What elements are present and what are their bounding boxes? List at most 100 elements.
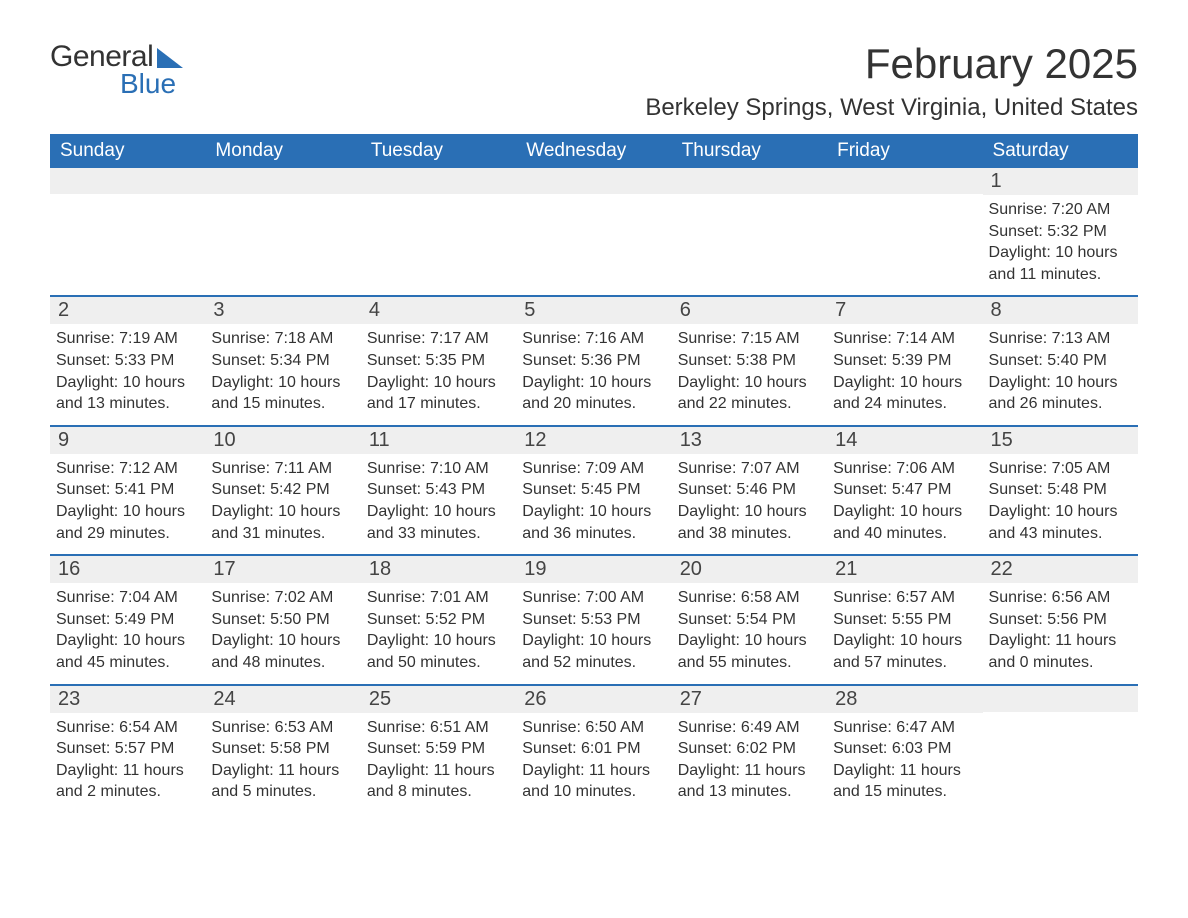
day-number: 1 [983, 168, 1138, 195]
cell-body: Sunrise: 7:18 AMSunset: 5:34 PMDaylight:… [205, 324, 360, 424]
day-header: Saturday [983, 134, 1138, 168]
cell-body [983, 712, 1138, 726]
calendar-cell: 21Sunrise: 6:57 AMSunset: 5:55 PMDayligh… [827, 556, 982, 683]
cell-body: Sunrise: 7:01 AMSunset: 5:52 PMDaylight:… [361, 583, 516, 683]
sunset-line: Sunset: 5:56 PM [989, 609, 1132, 631]
daylight-line: Daylight: 10 hours and 57 minutes. [833, 630, 976, 673]
day-number: 12 [516, 427, 671, 454]
sunrise-line: Sunrise: 7:05 AM [989, 458, 1132, 480]
daylight-line: Daylight: 10 hours and 24 minutes. [833, 372, 976, 415]
day-number: 3 [205, 297, 360, 324]
daylight-line: Daylight: 11 hours and 15 minutes. [833, 760, 976, 803]
day-header: Friday [827, 134, 982, 168]
sunset-line: Sunset: 6:02 PM [678, 738, 821, 760]
sunrise-line: Sunrise: 7:04 AM [56, 587, 199, 609]
calendar-cell [516, 168, 671, 295]
sunset-line: Sunset: 5:47 PM [833, 479, 976, 501]
day-number: 13 [672, 427, 827, 454]
cell-body: Sunrise: 7:04 AMSunset: 5:49 PMDaylight:… [50, 583, 205, 683]
cell-body: Sunrise: 7:05 AMSunset: 5:48 PMDaylight:… [983, 454, 1138, 554]
cell-body: Sunrise: 6:54 AMSunset: 5:57 PMDaylight:… [50, 713, 205, 813]
sunset-line: Sunset: 5:32 PM [989, 221, 1132, 243]
sunset-line: Sunset: 5:49 PM [56, 609, 199, 631]
calendar-cell: 6 Sunrise: 7:15 AMSunset: 5:38 PMDaylight… [672, 297, 827, 424]
day-number: 22 [983, 556, 1138, 583]
week-row: 23Sunrise: 6:54 AMSunset: 5:57 PMDayligh… [50, 684, 1138, 813]
calendar-cell: 16Sunrise: 7:04 AMSunset: 5:49 PMDayligh… [50, 556, 205, 683]
daylight-line: Daylight: 10 hours and 33 minutes. [367, 501, 510, 544]
calendar-cell: 9Sunrise: 7:12 AMSunset: 5:41 PMDaylight… [50, 427, 205, 554]
sunrise-line: Sunrise: 6:50 AM [522, 717, 665, 739]
calendar-cell: 3Sunrise: 7:18 AMSunset: 5:34 PMDaylight… [205, 297, 360, 424]
daylight-line: Daylight: 11 hours and 0 minutes. [989, 630, 1132, 673]
day-number: 14 [827, 427, 982, 454]
sunset-line: Sunset: 5:53 PM [522, 609, 665, 631]
day-number: 17 [205, 556, 360, 583]
calendar-cell: 26Sunrise: 6:50 AMSunset: 6:01 PMDayligh… [516, 686, 671, 813]
daylight-line: Daylight: 10 hours and 31 minutes. [211, 501, 354, 544]
day-number: 11 [361, 427, 516, 454]
calendar-cell: 8Sunrise: 7:13 AMSunset: 5:40 PMDaylight… [983, 297, 1138, 424]
day-number: 6 [672, 297, 827, 324]
daylight-line: Daylight: 11 hours and 2 minutes. [56, 760, 199, 803]
day-number: 4 [361, 297, 516, 324]
cell-body: Sunrise: 6:47 AMSunset: 6:03 PMDaylight:… [827, 713, 982, 813]
daylight-line: Daylight: 10 hours and 48 minutes. [211, 630, 354, 673]
cell-body: Sunrise: 7:13 AMSunset: 5:40 PMDaylight:… [983, 324, 1138, 424]
calendar-cell [205, 168, 360, 295]
daylight-line: Daylight: 11 hours and 8 minutes. [367, 760, 510, 803]
sunrise-line: Sunrise: 7:20 AM [989, 199, 1132, 221]
day-number [672, 168, 827, 194]
sunset-line: Sunset: 5:59 PM [367, 738, 510, 760]
week-row: 9Sunrise: 7:12 AMSunset: 5:41 PMDaylight… [50, 425, 1138, 554]
cell-body: Sunrise: 7:09 AMSunset: 5:45 PMDaylight:… [516, 454, 671, 554]
sunset-line: Sunset: 6:01 PM [522, 738, 665, 760]
calendar-cell: 11Sunrise: 7:10 AMSunset: 5:43 PMDayligh… [361, 427, 516, 554]
cell-body: Sunrise: 6:51 AMSunset: 5:59 PMDaylight:… [361, 713, 516, 813]
calendar-cell: 1 Sunrise: 7:20 AMSunset: 5:32 PMDaylight… [983, 168, 1138, 295]
cell-body: Sunrise: 7:10 AMSunset: 5:43 PMDaylight:… [361, 454, 516, 554]
sunrise-line: Sunrise: 7:19 AM [56, 328, 199, 350]
day-number: 15 [983, 427, 1138, 454]
sunset-line: Sunset: 5:36 PM [522, 350, 665, 372]
daylight-line: Daylight: 10 hours and 17 minutes. [367, 372, 510, 415]
logo-word2: Blue [120, 68, 176, 100]
calendar-cell: 7Sunrise: 7:14 AMSunset: 5:39 PMDaylight… [827, 297, 982, 424]
sunrise-line: Sunrise: 6:58 AM [678, 587, 821, 609]
cell-body: Sunrise: 6:58 AMSunset: 5:54 PMDaylight:… [672, 583, 827, 683]
day-header: Wednesday [516, 134, 671, 168]
week-row: 2Sunrise: 7:19 AMSunset: 5:33 PMDaylight… [50, 295, 1138, 424]
cell-body [50, 194, 205, 208]
header: General Blue February 2025 Berkeley Spri… [50, 40, 1138, 122]
day-header: Thursday [672, 134, 827, 168]
calendar-cell: 28Sunrise: 6:47 AMSunset: 6:03 PMDayligh… [827, 686, 982, 813]
month-title: February 2025 [645, 40, 1138, 88]
day-number: 23 [50, 686, 205, 713]
sunrise-line: Sunrise: 7:07 AM [678, 458, 821, 480]
day-number: 26 [516, 686, 671, 713]
sunrise-line: Sunrise: 7:11 AM [211, 458, 354, 480]
daylight-line: Daylight: 10 hours and 22 minutes. [678, 372, 821, 415]
cell-body: Sunrise: 6:50 AMSunset: 6:01 PMDaylight:… [516, 713, 671, 813]
daylight-line: Daylight: 11 hours and 10 minutes. [522, 760, 665, 803]
cell-body: Sunrise: 7:12 AMSunset: 5:41 PMDaylight:… [50, 454, 205, 554]
calendar: SundayMondayTuesdayWednesdayThursdayFrid… [50, 134, 1138, 813]
daylight-line: Daylight: 10 hours and 11 minutes. [989, 242, 1132, 285]
day-headers: SundayMondayTuesdayWednesdayThursdayFrid… [50, 134, 1138, 168]
sunset-line: Sunset: 5:39 PM [833, 350, 976, 372]
sunset-line: Sunset: 5:50 PM [211, 609, 354, 631]
day-number: 20 [672, 556, 827, 583]
sunset-line: Sunset: 5:33 PM [56, 350, 199, 372]
sunrise-line: Sunrise: 6:56 AM [989, 587, 1132, 609]
sunrise-line: Sunrise: 6:51 AM [367, 717, 510, 739]
sunrise-line: Sunrise: 7:15 AM [678, 328, 821, 350]
day-number: 18 [361, 556, 516, 583]
logo: General Blue [50, 40, 183, 100]
sunset-line: Sunset: 5:38 PM [678, 350, 821, 372]
day-number: 10 [205, 427, 360, 454]
cell-body: Sunrise: 7:06 AMSunset: 5:47 PMDaylight:… [827, 454, 982, 554]
sunrise-line: Sunrise: 7:00 AM [522, 587, 665, 609]
calendar-cell: 19Sunrise: 7:00 AMSunset: 5:53 PMDayligh… [516, 556, 671, 683]
day-header: Sunday [50, 134, 205, 168]
daylight-line: Daylight: 10 hours and 13 minutes. [56, 372, 199, 415]
